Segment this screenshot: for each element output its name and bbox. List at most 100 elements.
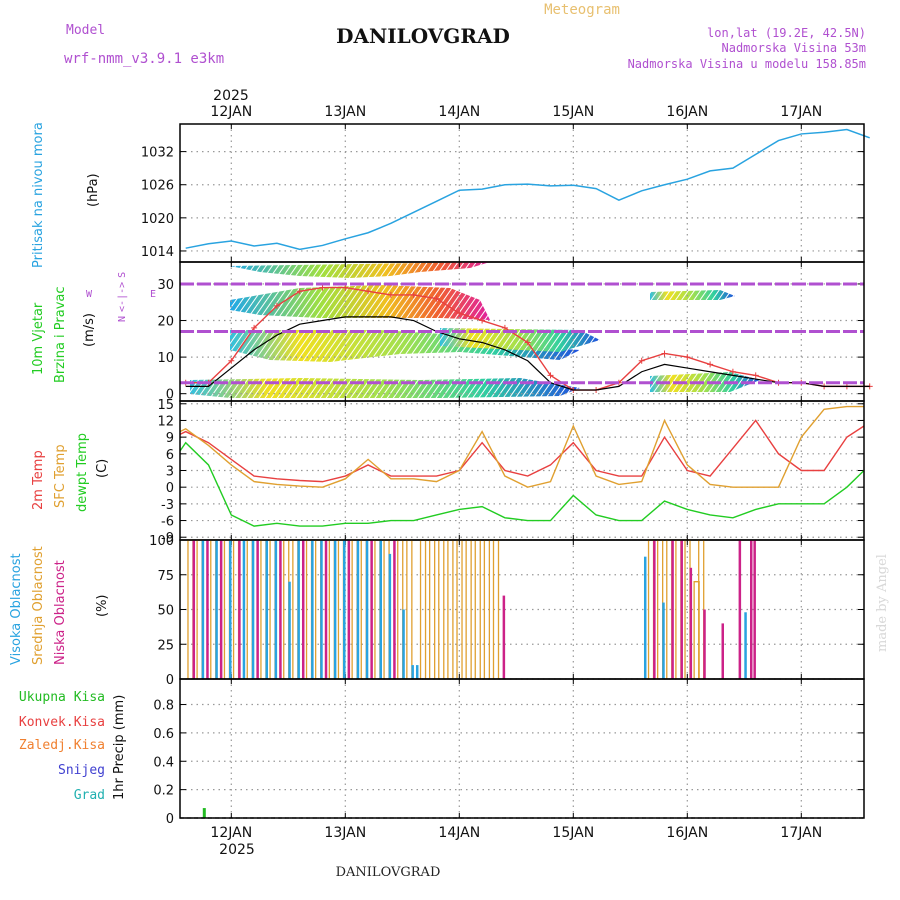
cloud-bar xyxy=(680,540,683,679)
footer-title: DANILOVGRAD xyxy=(336,865,441,880)
precip-bar xyxy=(202,808,206,818)
cloud-bar xyxy=(502,595,506,679)
x-tick-label-bottom: 12JAN xyxy=(210,825,252,841)
temp-ylabel-2m: 2m Temp xyxy=(31,450,46,510)
temp-sfc-line xyxy=(179,405,864,488)
legend-konvek: Konvek.Kisa xyxy=(19,715,105,730)
y-tick-label: 6 xyxy=(166,448,174,463)
wind-gust-marker xyxy=(638,357,645,364)
panel-frame xyxy=(179,678,865,819)
wind-gust-marker xyxy=(387,291,394,298)
cloud-bar xyxy=(703,609,706,679)
cloud-bar xyxy=(388,553,392,679)
y-tick-label: 1020 xyxy=(141,212,174,227)
cloud-bar xyxy=(279,540,282,679)
wind-gust-marker xyxy=(524,339,531,346)
cloud-unit: (%) xyxy=(95,595,110,618)
cloud-bar xyxy=(201,540,205,679)
wind-gust-marker xyxy=(707,361,714,368)
cloud-bar xyxy=(657,539,664,679)
wind-barbs-band xyxy=(190,262,760,398)
y-tick-label: 1014 xyxy=(141,245,174,260)
pressure-series-line xyxy=(185,128,870,251)
cloud-bar xyxy=(343,540,346,679)
wind-gust-marker xyxy=(433,295,440,302)
wind-gust-marker xyxy=(296,288,303,295)
cloud-bar xyxy=(662,602,665,679)
cloud-bar xyxy=(666,539,673,679)
temp-2m-line xyxy=(179,419,865,483)
cloud-bar xyxy=(415,665,419,679)
cloud-bar xyxy=(356,540,360,679)
lonlat-text: lon,lat (19.2E, 42.5N) xyxy=(707,26,866,40)
wind-gust-marker xyxy=(752,372,759,379)
pressure-unit: (hPa) xyxy=(86,173,101,207)
cloud-bar xyxy=(738,540,742,679)
legend-grad: Grad xyxy=(74,788,105,803)
cloud-bar xyxy=(647,539,655,679)
cloud-bar xyxy=(365,540,369,679)
y-tick-label: 30 xyxy=(157,278,174,293)
y-tick-label: 1032 xyxy=(141,146,174,161)
y-tick-label: 1026 xyxy=(141,179,174,194)
compass-arrows: <-|-> xyxy=(117,282,128,312)
cloud-bar xyxy=(402,609,405,679)
year-top: 2025 xyxy=(213,88,249,104)
x-tick-label-top: 17JAN xyxy=(780,104,822,120)
cloud-bar xyxy=(215,540,218,679)
model-label: Model xyxy=(66,23,105,38)
cloud-bar xyxy=(653,540,656,679)
y-tick-label: 20 xyxy=(157,315,174,330)
pressure-panel: 1014 1020 1026 1032 xyxy=(141,123,870,263)
cloud-bar xyxy=(671,540,674,679)
cloud-bar xyxy=(229,540,232,679)
compass-w: W xyxy=(86,289,93,300)
precip-ylabel: 1hr Precip (mm) xyxy=(112,695,127,800)
x-tick-label-top: 12JAN xyxy=(210,104,252,120)
cloud-bar xyxy=(297,540,300,679)
cloud-bar xyxy=(292,539,299,679)
x-tick-label-top: 14JAN xyxy=(438,104,480,120)
cloud-ylabel-visoka: Visoka Oblacnost xyxy=(9,553,24,665)
y-tick-label: 15 xyxy=(157,398,174,413)
wind-gust-marker xyxy=(661,350,668,357)
cloud-bar xyxy=(311,540,314,679)
cloud-bar xyxy=(301,540,305,679)
y-tick-label: 0.6 xyxy=(153,727,174,742)
legend-zaledj: Zaledj.Kisa xyxy=(19,738,105,753)
compass-e: E xyxy=(150,289,156,300)
temp-ylabel-dewpt: dewpt Temp xyxy=(75,433,90,512)
wind-gust-marker xyxy=(547,372,554,379)
wind-gust-marker xyxy=(319,284,326,291)
precip-ylabel-unit: (mm) xyxy=(112,695,127,730)
cloud-bar xyxy=(283,539,290,679)
cloud-bar xyxy=(411,665,414,679)
wind-gust-marker xyxy=(342,284,349,291)
x-tick-label-bottom: 15JAN xyxy=(552,825,594,841)
cloud-bar xyxy=(274,540,278,679)
x-tick-label-bottom: 14JAN xyxy=(438,825,480,841)
panel-frame xyxy=(179,123,865,263)
y-tick-label: 0 xyxy=(166,388,174,403)
temp-ylabel-sfc: SFC Temp xyxy=(53,444,68,508)
legend-ukupna: Ukupna Kisa xyxy=(19,690,105,705)
cloud-bar xyxy=(265,540,268,679)
x-axis-top: 12JAN 13JAN 14JAN 15JAN 16JAN 17JAN xyxy=(210,104,822,120)
page-title: DANILOVGRAD xyxy=(336,24,510,48)
y-tick-label: -9 xyxy=(161,531,174,546)
wind-gust-marker xyxy=(684,354,691,361)
temp-dewpt-line xyxy=(179,441,865,527)
y-tick-label: -6 xyxy=(161,515,174,530)
cloud-bar xyxy=(288,581,291,679)
wind-mean-line xyxy=(185,316,870,391)
temp-unit: (C) xyxy=(95,459,110,478)
wind-panel: 0 10 20 30 xyxy=(157,261,873,403)
cloud-bar xyxy=(242,540,246,679)
cloud-bar xyxy=(347,540,351,679)
x-tick-label-bottom: 13JAN xyxy=(324,825,366,841)
altitude-text: Nadmorska Visina 53m xyxy=(722,41,867,55)
wind-gust-marker xyxy=(273,302,280,309)
wind-gust-marker xyxy=(228,357,235,364)
pressure-ylabel: Pritisak na nivou mora xyxy=(31,122,46,268)
